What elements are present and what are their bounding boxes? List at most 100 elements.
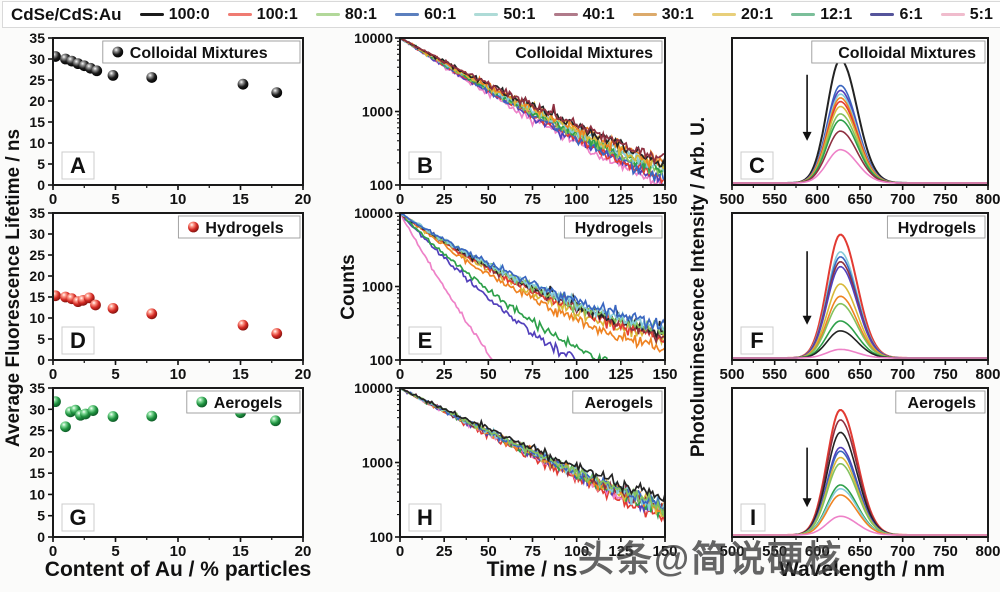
y-tick-label: 35: [29, 205, 45, 221]
legend-entry-30-1: 30:1: [632, 6, 694, 24]
panel-title: Hydrogels: [575, 220, 653, 237]
legend-entry-80-1: 80:1: [315, 6, 377, 24]
panel-D: 0 5 10 15 20 0 5 10 15 20 25 30 35 Hydrogels D: [29, 205, 311, 383]
y-tick-label: 100: [370, 529, 394, 545]
legend-entry-label: 100:0: [168, 5, 210, 23]
panel-title-box: [563, 215, 663, 239]
panel-legend-box: [102, 40, 301, 64]
y-tick-label: 1000: [362, 455, 393, 471]
legend-entry-label: 50:1: [503, 5, 536, 23]
panel-title: Colloidal Mixtures: [838, 45, 976, 62]
x-tick-label: 750: [933, 366, 958, 383]
y-tick-label: 10: [29, 486, 45, 502]
x-tick-label: 25: [436, 191, 453, 208]
x-axis-label-time: Time / ns: [486, 558, 578, 581]
y-tick-label: 0: [37, 352, 45, 368]
panel-legend-box: [177, 215, 301, 239]
legend-entry-label: 6:1: [899, 5, 923, 23]
panel-letter-label: C: [749, 153, 765, 178]
panel-letter-box: [408, 503, 442, 532]
legend-swatch: [940, 13, 965, 16]
panel-title-box: [488, 40, 663, 64]
data-point: [271, 87, 283, 98]
decay-curve-60-1: [401, 214, 664, 332]
panel-title: Colloidal Mixtures: [130, 45, 268, 62]
panel-letter-label: G: [69, 505, 86, 530]
panel-letter-label: A: [70, 153, 86, 178]
y-tick-label: 5: [37, 156, 45, 172]
x-tick-label: 100: [564, 191, 589, 208]
legend-swatch: [553, 13, 578, 16]
x-tick-label: 750: [933, 191, 958, 208]
x-tick-label: 600: [805, 191, 830, 208]
legend-swatch: [791, 13, 816, 16]
x-tick-label: 700: [890, 543, 915, 560]
legend-entry-12-1: 12:1: [791, 6, 852, 24]
data-point: [90, 299, 101, 311]
panel-I: 500 550 600 650 700 750 800 Aerogels I: [719, 387, 1000, 560]
x-tick-label: 100: [564, 366, 589, 383]
panel-G-plot: [54, 396, 281, 433]
legend-swatch: [227, 13, 252, 16]
x-tick-label: 125: [608, 191, 633, 208]
panel-frame: [52, 387, 304, 538]
panel-letter-label: I: [750, 505, 756, 530]
legend-entry-6-1: 6:1: [870, 5, 923, 24]
legend-swatch: [139, 13, 164, 16]
spectrum-curve-5-1: [733, 515, 987, 536]
x-tick-label: 15: [232, 543, 249, 560]
x-tick-label: 550: [762, 543, 787, 560]
panel-frame: [399, 212, 666, 361]
x-tick-label: 550: [762, 191, 787, 208]
data-point: [54, 51, 61, 62]
panel-title-box: [895, 390, 986, 414]
panel-D-plot: [54, 290, 283, 339]
panel-E-plot: [401, 214, 664, 359]
legend-entry-label: 60:1: [424, 5, 457, 23]
panel-frame: [52, 37, 304, 186]
data-point: [146, 72, 158, 83]
data-point: [107, 302, 119, 314]
decrease-arrow-head-icon: [802, 315, 812, 325]
y-tick-label: 15: [29, 465, 45, 481]
y-tick-label: 15: [29, 289, 45, 305]
x-tick-label: 125: [608, 543, 633, 560]
panel-letter-box: [61, 503, 95, 532]
y-tick-label: 0: [37, 177, 45, 193]
panel-letter-label: H: [417, 505, 433, 530]
data-point: [54, 396, 61, 408]
panel-C: 500 550 600 650 700 750 800 Colloidal Mixtures C: [719, 37, 1000, 208]
x-axis-label-au-content: Content of Au / % particles: [44, 558, 312, 581]
legend-entry-60-1: 60:1: [395, 6, 456, 24]
panel-frame: [399, 37, 666, 186]
panel-letter-box: [61, 151, 95, 180]
y-tick-label: 15: [29, 114, 45, 130]
decrease-arrow-head-icon: [802, 131, 812, 141]
y-tick-label: 5: [37, 331, 45, 347]
panel-letter-box: [408, 151, 442, 180]
panel-title: Hydrogels: [205, 220, 283, 237]
legend-entry-100-1: 100:1: [227, 6, 298, 24]
legend-swatch: [395, 13, 420, 16]
x-tick-label: 20: [295, 366, 312, 383]
data-point: [270, 415, 281, 427]
x-tick-label: 50: [480, 191, 497, 208]
x-tick-label: 550: [762, 366, 787, 383]
decay-curve-30-1: [401, 214, 664, 353]
panel-letter-label: E: [418, 328, 433, 353]
panel-frame: [399, 387, 666, 538]
panel-F: 500 550 600 650 700 750 800 Hydrogels F: [719, 212, 1000, 383]
y-tick-label: 20: [29, 444, 45, 460]
y-tick-label: 25: [29, 72, 45, 88]
panel-I-plot: [733, 408, 987, 536]
x-tick-label: 650: [847, 191, 872, 208]
y-tick-label: 20: [29, 268, 45, 284]
panel-B: 0 25 50 75 100 125 150 100 1000 10000 Colloidal Mi…: [354, 30, 677, 208]
panel-title: Colloidal Mixtures: [515, 45, 653, 62]
x-tick-label: 800: [975, 366, 1000, 383]
x-tick-label: 150: [652, 543, 677, 560]
y-tick-label: 100: [370, 177, 394, 193]
panel-frame: [731, 387, 989, 538]
data-point: [87, 405, 99, 416]
